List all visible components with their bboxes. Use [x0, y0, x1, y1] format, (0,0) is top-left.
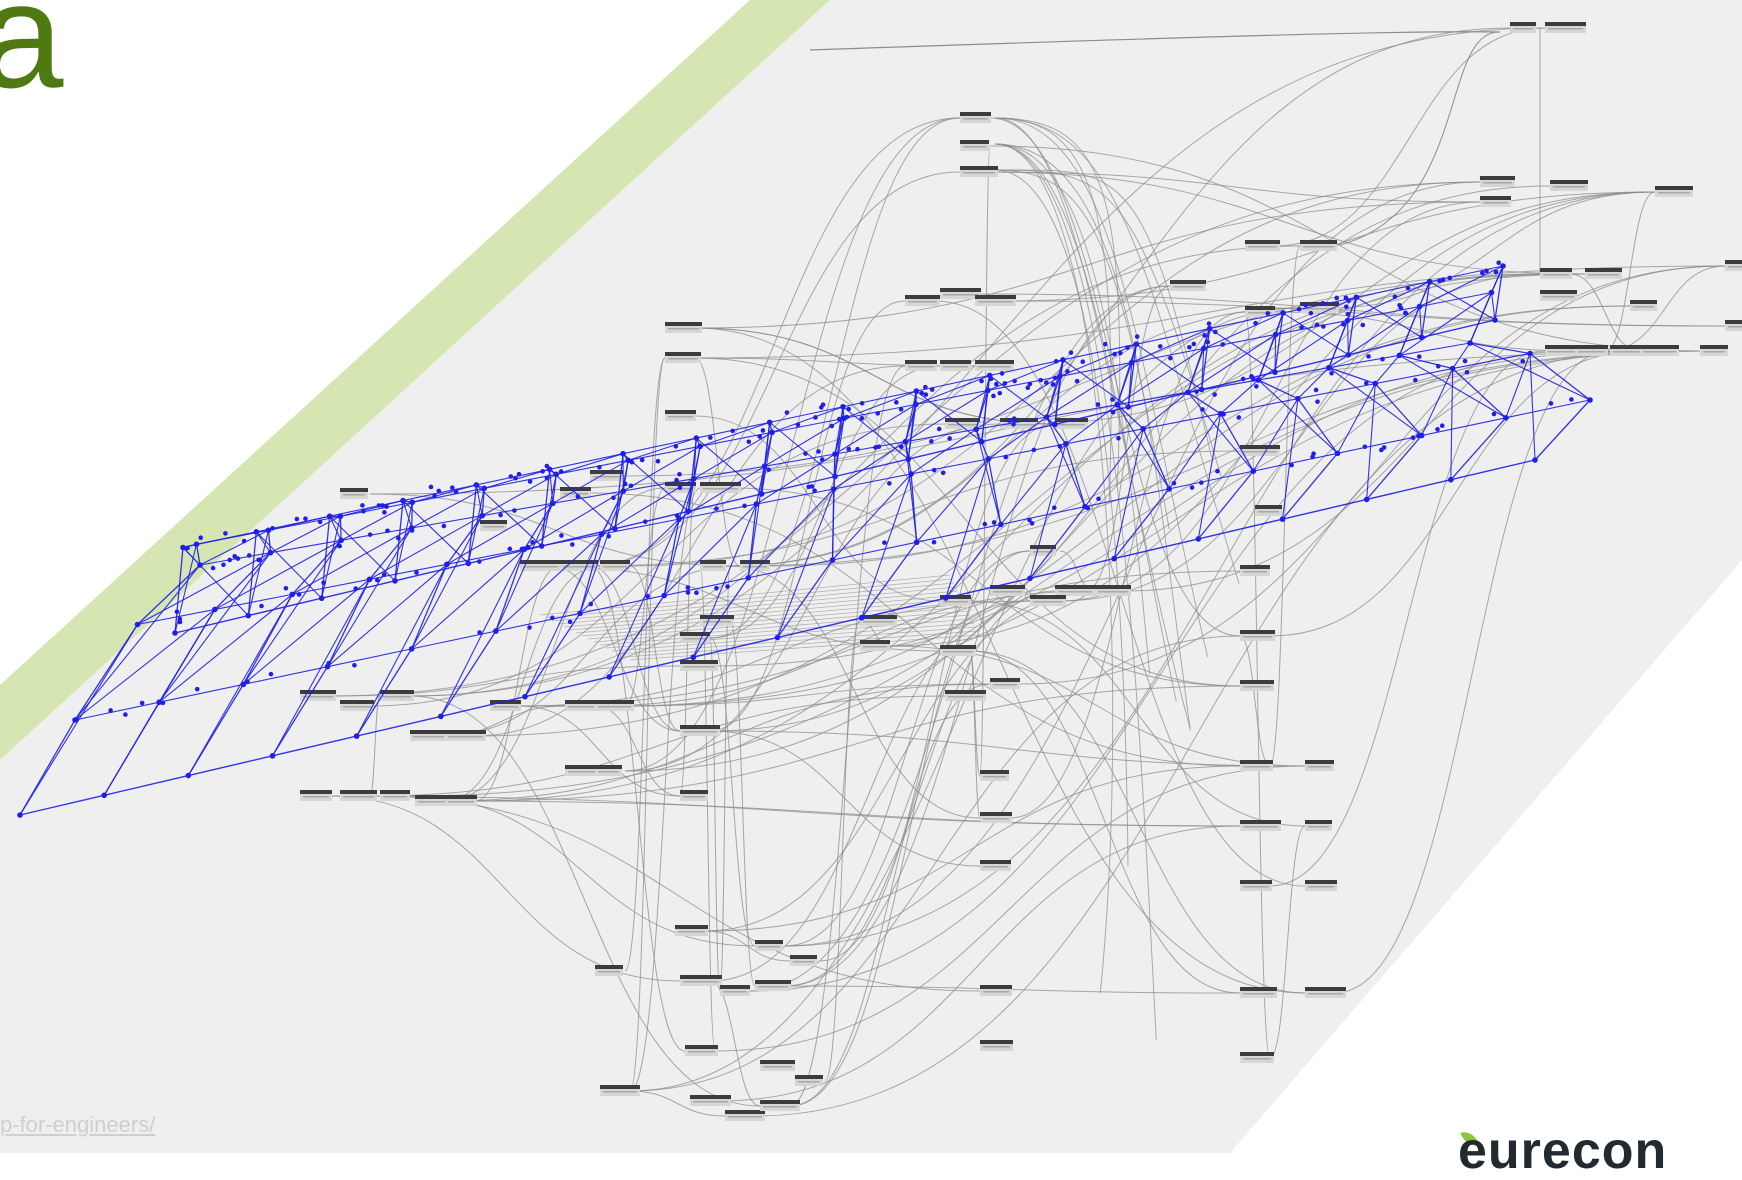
- graph-canvas-background: [0, 0, 1742, 1153]
- company-logo: eurecon: [1458, 1125, 1667, 1177]
- source-link[interactable]: p-for-engineers/: [0, 1112, 155, 1138]
- slide-canvas: a p-for-engineers/ eurecon: [0, 0, 1742, 1153]
- dynamo-graph-screenshot: [0, 0, 1742, 1153]
- slide-title: a: [0, 0, 63, 110]
